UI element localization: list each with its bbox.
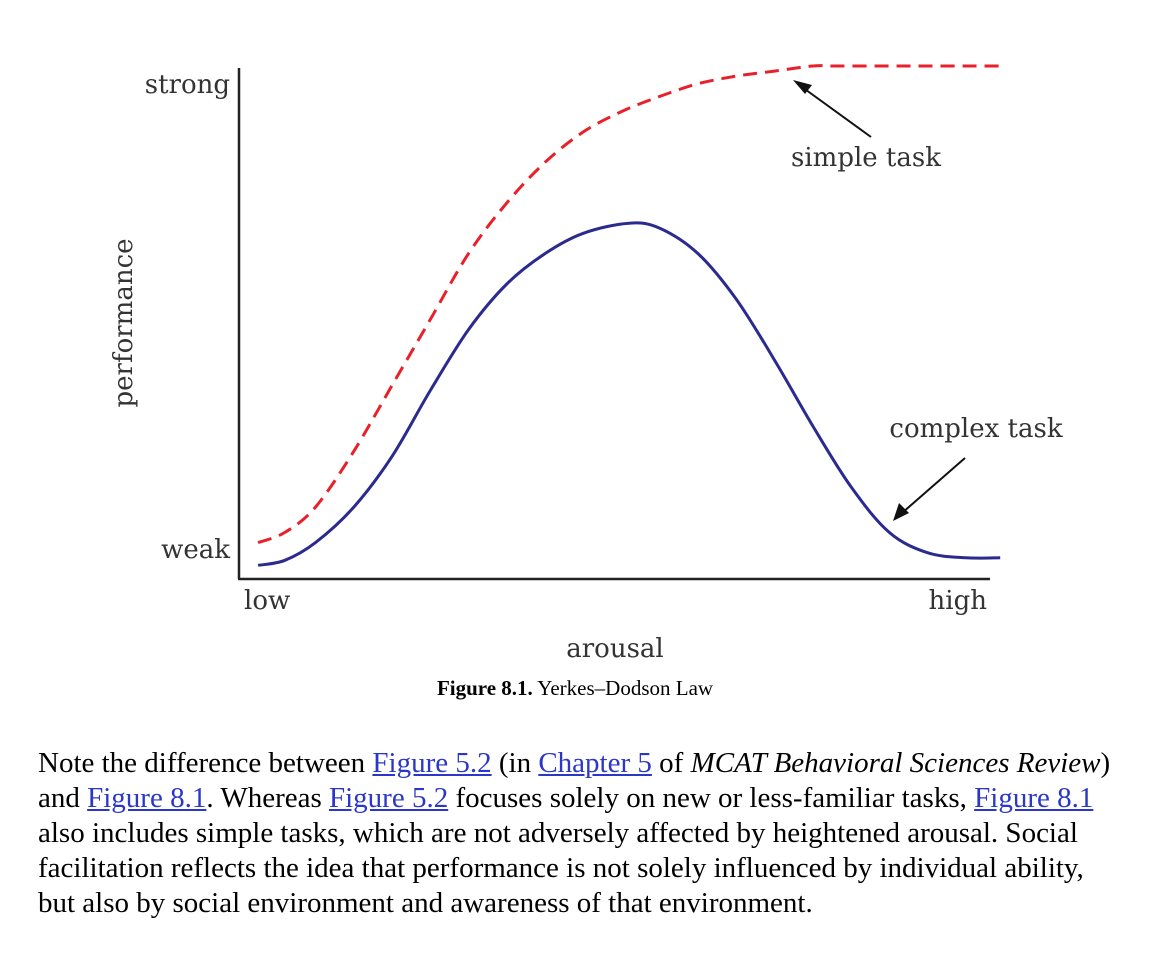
link-figure-8-1[interactable]: Figure 8.1 [974,782,1094,814]
y-tick-strong: strong [145,70,230,100]
yerkes-dodson-chart: strong weak low high arousal performance… [109,64,1063,664]
annotation-simple-task: simple task [791,143,941,173]
y-tick-weak: weak [161,535,230,565]
paragraph-text: ) and [38,747,1111,814]
paragraph-text: focuses solely on new or less-familiar t… [448,782,975,814]
arrow-complex-task [893,457,966,521]
link-figure-5-2[interactable]: Figure 5.2 [329,782,449,814]
paragraph-text: Note the difference between [38,747,373,779]
arrow-simple-task [793,80,872,138]
body-paragraph: Note the difference between Figure 5.2 (… [38,746,1128,921]
paragraph-text: . Whereas [206,782,329,814]
figure-caption: Figure 8.1. Yerkes–Dodson Law [0,676,1150,701]
series-complex-task-line [257,221,1001,567]
x-axis-label: arousal [566,634,664,664]
annotation-complex-task: complex task [889,414,1062,444]
figure-caption-label: Figure 8.1. [436,676,533,700]
figure-caption-text: Yerkes–Dodson Law [537,676,714,700]
y-axis-label: performance [109,238,139,407]
book-title: MCAT Behavioral Sciences Review [690,747,1101,779]
series-simple-task-line [257,64,1001,545]
x-tick-high: high [929,586,988,616]
link-figure-8-1[interactable]: Figure 8.1 [87,782,207,814]
link-chapter-5[interactable]: Chapter 5 [538,747,652,779]
link-figure-5-2[interactable]: Figure 5.2 [372,747,492,779]
x-tick-low: low [244,586,290,616]
paragraph-text: (in [491,747,539,779]
paragraph-text: of [651,747,691,779]
paragraph-text: also includes simple tasks, which are no… [38,817,1084,919]
